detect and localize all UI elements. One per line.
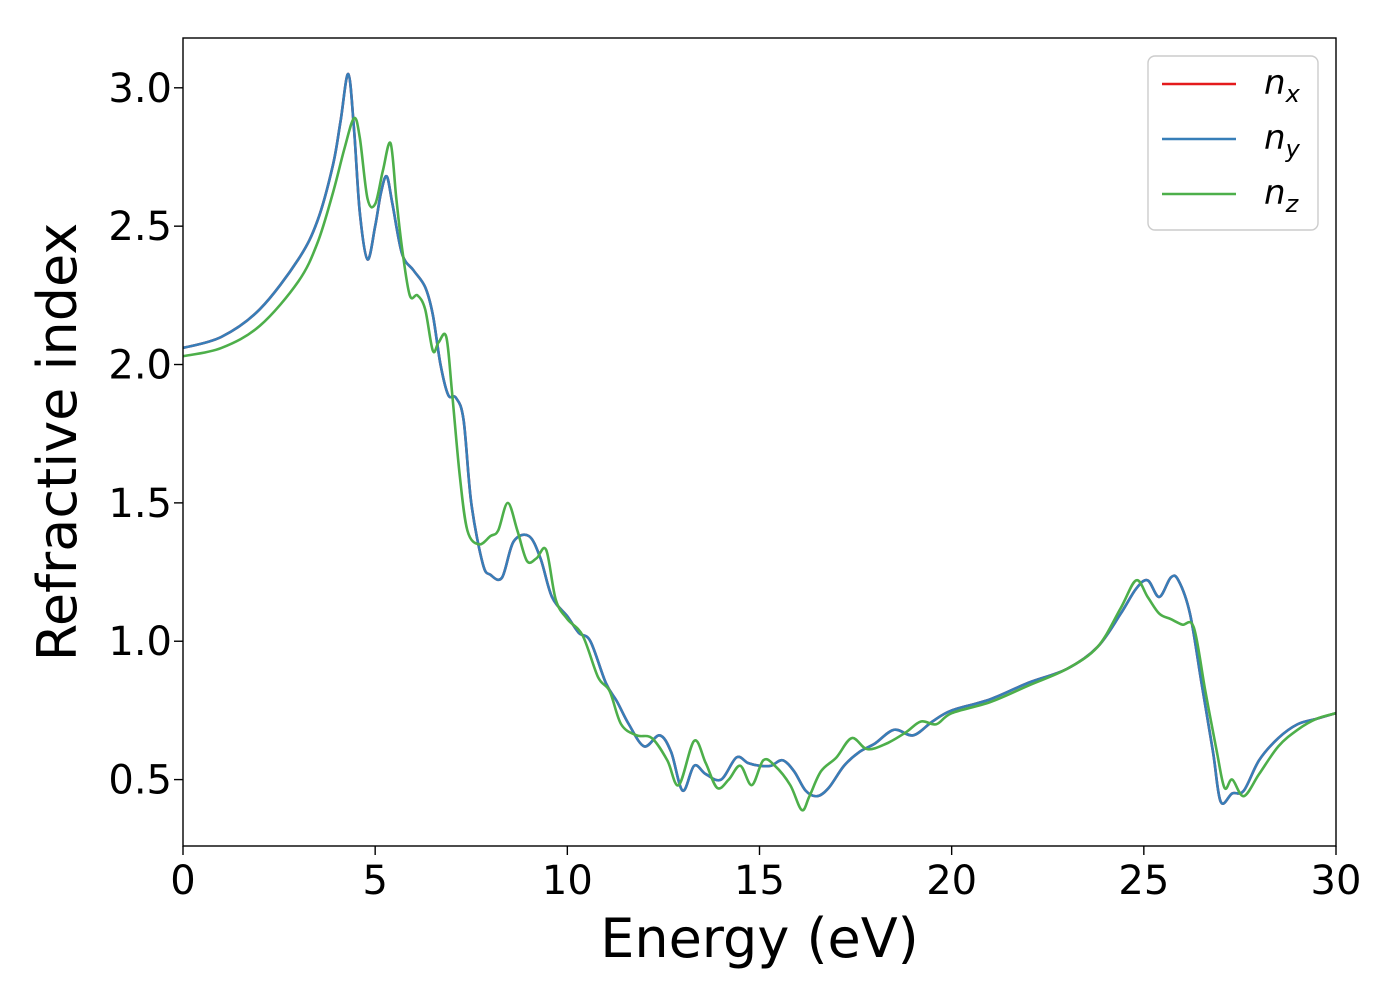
y-axis-ticks: 0.5 1.0 1.5 2.0 2.5 3.0 (108, 66, 183, 804)
legend-label-y: ny (1264, 118, 1301, 163)
y-axis-title: Refractive index (26, 223, 89, 662)
y-tick-label: 2.0 (108, 343, 172, 389)
x-tick-label: 0 (170, 858, 195, 904)
y-tick-label: 2.5 (108, 204, 172, 250)
x-axis-ticks: 0 5 10 15 20 25 30 (170, 846, 1361, 904)
x-tick-label: 10 (542, 858, 593, 904)
y-tick-label: 1.5 (108, 481, 172, 527)
x-tick-label: 5 (362, 858, 387, 904)
series-line-y (182, 72, 1337, 805)
y-tick-label: 3.0 (108, 66, 172, 112)
legend-label-x: nx (1264, 63, 1301, 108)
legend: nx ny nz (1147, 55, 1319, 231)
plot-lines (182, 72, 1337, 812)
legend-box (1147, 55, 1319, 231)
y-tick-label: 1.0 (108, 619, 172, 665)
series-line-z (182, 116, 1337, 812)
x-tick-label: 20 (926, 858, 977, 904)
y-tick-label: 0.5 (108, 758, 172, 804)
x-tick-label: 25 (1118, 858, 1169, 904)
x-tick-label: 15 (734, 858, 785, 904)
legend-label-z: nz (1264, 173, 1300, 218)
x-axis-title: Energy (eV) (600, 907, 919, 970)
x-tick-label: 30 (1311, 858, 1362, 904)
